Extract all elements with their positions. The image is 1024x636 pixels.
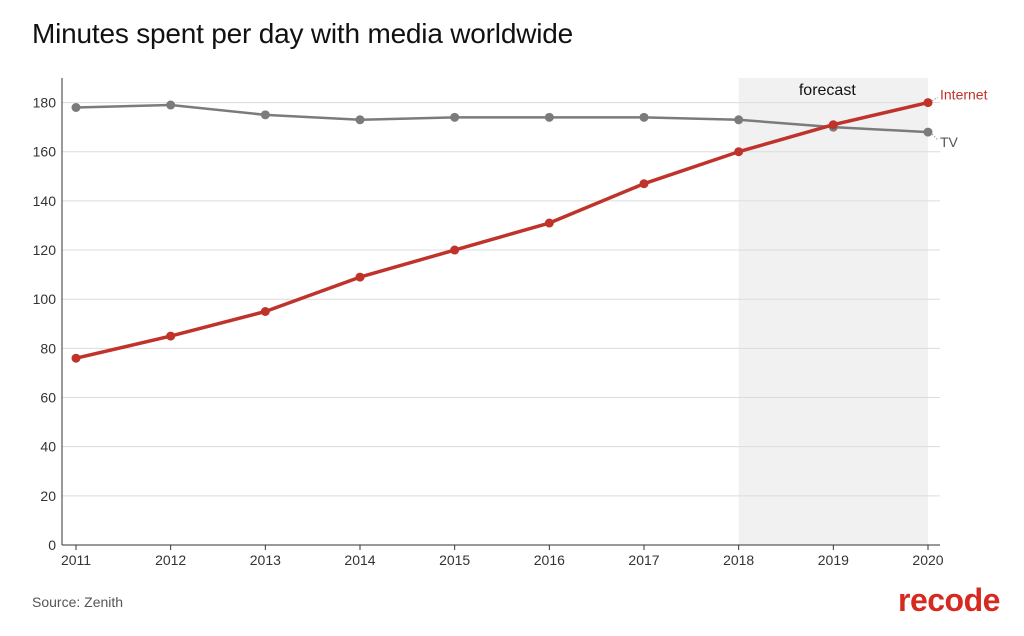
brand-logo: recode	[898, 582, 1000, 618]
data-point-internet	[828, 120, 838, 130]
y-tick-label: 60	[40, 390, 56, 406]
series-line-tv	[75, 103, 929, 134]
y-tick-label: 80	[40, 340, 56, 356]
series-label-tv: TV	[940, 134, 959, 150]
data-point-internet	[71, 353, 81, 363]
source-note: Source: Zenith	[32, 594, 124, 610]
x-tick-label: 2020	[912, 552, 943, 568]
series-line-internet	[75, 100, 929, 360]
y-tick-label: 0	[48, 537, 56, 553]
x-tick-label: 2016	[534, 552, 565, 568]
y-tick-label: 120	[33, 242, 57, 258]
data-point-tv	[355, 115, 365, 125]
y-tick-label: 160	[33, 144, 57, 160]
data-point-internet	[260, 307, 270, 316]
chart-title: Minutes spent per day with media worldwi…	[32, 18, 573, 49]
data-point-tv	[260, 110, 270, 120]
data-point-tv	[166, 100, 176, 110]
label-leader-internet	[931, 97, 939, 102]
data-point-tv	[71, 102, 81, 112]
x-tick-label: 2013	[250, 552, 281, 568]
forecast-label: forecast	[799, 82, 856, 99]
data-point-internet	[355, 272, 365, 282]
data-point-tv	[450, 112, 460, 122]
label-leader-tv	[931, 133, 939, 141]
data-point-tv	[639, 112, 649, 122]
data-point-internet	[639, 179, 649, 189]
data-point-tv	[923, 127, 933, 137]
data-point-internet	[923, 98, 933, 108]
x-tick-label: 2014	[344, 552, 375, 568]
x-tick-label: 2018	[723, 552, 754, 568]
data-point-internet	[166, 331, 176, 341]
x-tick-label: 2012	[155, 552, 186, 568]
data-point-tv	[734, 115, 744, 125]
x-tick-label: 2019	[818, 552, 849, 568]
y-tick-label: 20	[40, 488, 56, 504]
y-tick-label: 100	[33, 291, 57, 307]
forecast-region	[738, 78, 928, 545]
x-tick-label: 2011	[61, 552, 91, 568]
data-point-internet	[734, 147, 744, 157]
data-point-internet	[450, 245, 460, 255]
y-tick-label: 40	[40, 439, 56, 455]
x-tick-label: 2015	[439, 552, 470, 568]
series-label-internet: Internet	[940, 87, 988, 103]
y-tick-label: 140	[33, 193, 57, 209]
x-tick-label: 2017	[628, 552, 659, 568]
data-point-internet	[544, 218, 554, 228]
y-tick-label: 180	[33, 95, 57, 111]
data-point-tv	[544, 112, 554, 122]
